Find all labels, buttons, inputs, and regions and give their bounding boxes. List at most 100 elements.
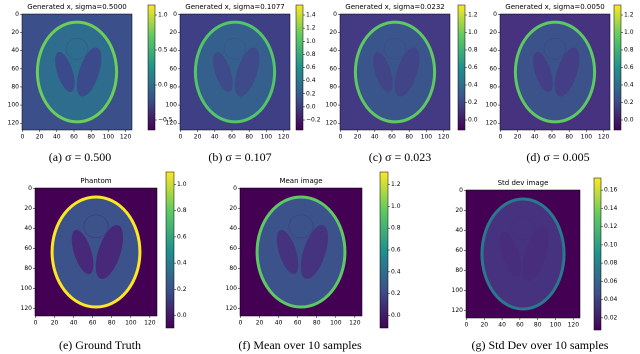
y-tick-label: 100 [166,102,178,109]
x-tick-label: 20 [514,134,522,141]
phantom-top [511,216,535,241]
panel-title: Mean image [279,177,322,185]
x-tick-label: 20 [51,320,59,327]
phantom-left [213,51,233,93]
y-tick-label: 100 [486,102,498,109]
x-tick-label: 120 [349,320,361,327]
colorbar-tick-label: 0.02 [604,314,618,321]
x-tick-label: 120 [438,134,450,141]
x-tick-label: 100 [103,134,115,141]
panel-title: Std dev image [498,179,549,187]
phantom-right [95,225,124,279]
colorbar-tick-label: 0.2 [468,99,478,106]
phantom-top [223,38,247,60]
y-tick-label: 120 [486,120,498,127]
panel: Generated x, sigma=0.0232 0 20 40 60 80 100 120… [326,3,478,164]
colorbar-tick-label: 1.0 [624,29,634,36]
x-tick-label: 40 [70,320,78,327]
panel-title: Generated x, sigma=0.5000 [27,3,126,11]
y-tick-label: 20 [229,205,237,212]
x-tick-label: 60 [516,322,524,329]
x-tick-label: 20 [354,134,362,141]
y-tick-label: 120 [166,120,178,127]
panel-title: Phantom [80,177,111,185]
colorbar-tick-label: 0.6 [624,64,634,71]
x-tick-label: 100 [261,134,273,141]
x-tick-label: 40 [53,134,61,141]
colorbar-tick-label: 0.6 [468,64,478,71]
x-tick-label: 80 [565,134,573,141]
colorbar-tick-label: 1.2 [306,25,316,32]
x-tick-label: 40 [371,134,379,141]
phantom-left [373,51,393,93]
phantom-outer [35,20,119,124]
phantom-outer [513,20,597,124]
x-tick-label: 60 [89,320,97,327]
caption: (a) σ = 0.500 [49,150,112,164]
y-tick-label: 20 [455,207,463,214]
phantom-outer [50,195,142,309]
y-tick-label: 20 [329,29,337,36]
colorbar-tick-label: 0.4 [177,260,187,267]
colorbar-tick-label: 1.0 [177,181,187,188]
x-tick-label: 0 [339,134,343,141]
panel: Std dev image 0 20 40 60 80 100 120 0 20 40 60 80 100… [452,177,618,352]
panel-title: Generated x, sigma=0.0050 [505,3,604,11]
x-tick-label: 0 [465,322,469,329]
x-tick-label: 60 [548,134,556,141]
caption: (c) σ = 0.023 [369,150,432,164]
x-tick-label: 0 [34,320,38,327]
colorbar-tick-label: 0.6 [177,233,187,240]
y-tick-label: 80 [169,83,177,90]
y-tick-label: 80 [11,83,19,90]
y-tick-label: 80 [329,83,337,90]
y-tick-label: 80 [489,83,497,90]
y-tick-label: 60 [24,245,32,252]
y-tick-label: 120 [21,305,33,312]
y-tick-label: 20 [489,29,497,36]
panel: Generated x, sigma=0.0050 0 20 40 60 80 100 120… [486,3,634,164]
colorbar-tick-label: 0.0 [177,312,187,319]
y-tick-label: 120 [226,305,238,312]
phantom-top [83,214,109,239]
colorbar-tick-label: 0.0 [624,117,634,124]
x-tick-label: 80 [108,320,116,327]
colorbar-tick-label: 1.0 [468,29,478,36]
colorbar-tick-label: 0.4 [391,268,401,275]
panel-title: Generated x, sigma=0.0232 [345,3,444,11]
y-tick-label: 80 [455,267,463,274]
colorbar-tick-label: −0.2 [306,117,321,124]
colorbar-tick-label: 0.8 [177,207,187,214]
colorbar-tick-label: 1.2 [624,12,634,19]
phantom-right [554,47,580,97]
phantom-top [65,38,89,60]
phantom-outer [255,195,347,309]
y-tick-label: 60 [329,65,337,72]
phantom-left [500,231,521,277]
y-tick-label: 40 [455,227,463,234]
y-tick-label: 40 [489,47,497,54]
caption: (g) Std Dev over 10 samples [472,338,609,352]
x-tick-label: 60 [228,134,236,141]
y-tick-label: 100 [452,287,464,294]
x-tick-label: 60 [388,134,396,141]
x-tick-label: 0 [499,134,503,141]
y-tick-label: 0 [493,11,497,18]
y-tick-label: 60 [229,245,237,252]
y-tick-label: 120 [8,120,20,127]
x-tick-label: 0 [21,134,25,141]
x-tick-label: 100 [421,134,433,141]
y-tick-label: 100 [326,102,338,109]
x-tick-label: 60 [70,134,78,141]
y-tick-label: 40 [329,47,337,54]
y-tick-label: 100 [8,102,20,109]
y-tick-label: 100 [21,285,33,292]
y-tick-label: 80 [24,265,32,272]
x-tick-label: 0 [239,320,243,327]
colorbar-tick-label: 0.08 [604,260,618,267]
phantom-top [383,38,407,60]
phantom-left [276,229,299,275]
x-tick-label: 80 [405,134,413,141]
colorbar [295,4,304,131]
panel: Generated x, sigma=0.5000 0 20 40 60 80 100 120… [8,3,173,164]
